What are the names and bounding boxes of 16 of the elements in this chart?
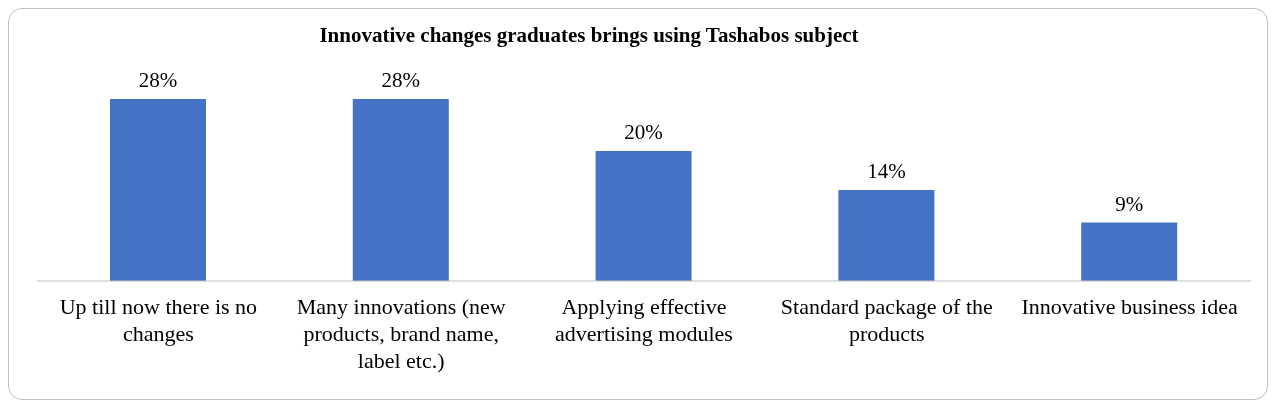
bar	[595, 151, 692, 281]
data-label: 9%	[1115, 191, 1144, 216]
x-tick-label: Applying effective advertising modules	[554, 293, 734, 347]
data-label: 28%	[381, 68, 421, 92]
bar	[1081, 222, 1178, 281]
bar	[352, 99, 449, 281]
x-tick-label: Up till now there is no changes	[58, 293, 259, 347]
data-label: 28%	[138, 68, 178, 92]
chart-title: Innovative changes graduates brings using Tashabos subject	[318, 23, 860, 48]
bar	[110, 99, 206, 281]
data-label: 14%	[867, 159, 906, 183]
x-tick-label: Standard package of the products	[779, 293, 994, 347]
x-tick-label: Many innovations (new products, brand name, label etc.)	[295, 293, 507, 374]
data-label: 20%	[624, 120, 663, 144]
bar	[838, 190, 935, 281]
x-tick-label: Innovative business idea	[1020, 293, 1239, 320]
